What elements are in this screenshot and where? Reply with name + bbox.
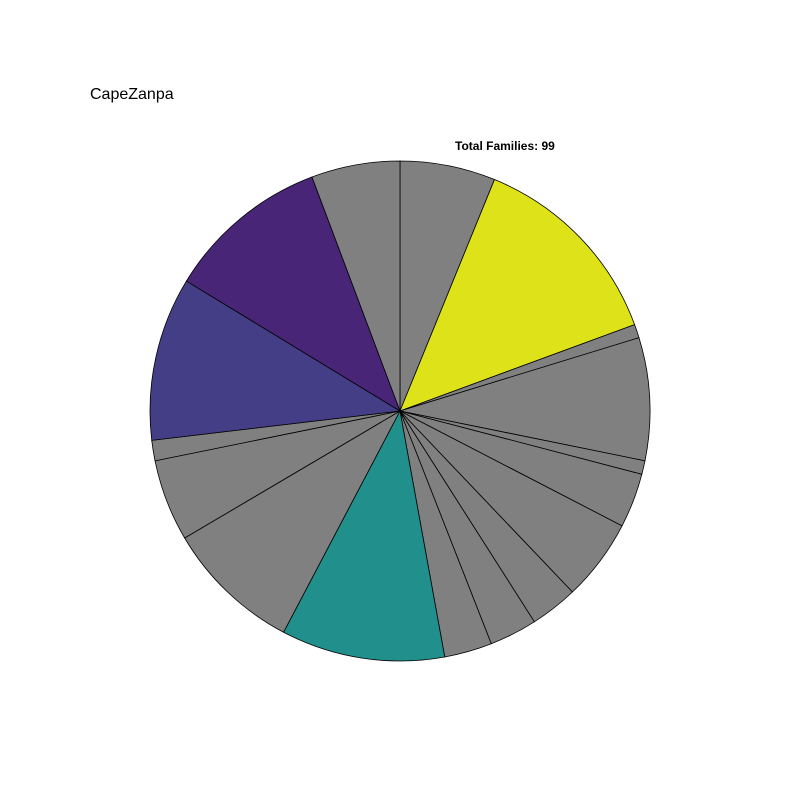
pie-slice-2 — [399, 179, 636, 412]
pie-slices — [149, 160, 651, 662]
pie-slice-11 — [283, 409, 446, 662]
pie-slice-4 — [399, 337, 651, 462]
chart-title: CapeZanpa — [90, 86, 174, 103]
pie-slice-16 — [185, 176, 401, 412]
pie-slice-12 — [184, 409, 402, 633]
pie-slice-17 — [311, 160, 401, 412]
pie-slice-15 — [149, 280, 402, 441]
total-families-annotation: Total Families: 99 — [455, 139, 555, 153]
